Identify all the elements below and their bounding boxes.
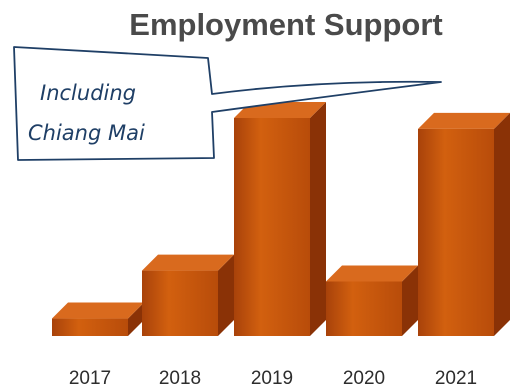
bar-2017: [52, 302, 144, 336]
chart-title: Employment Support: [129, 7, 442, 42]
bar-2020: [326, 265, 418, 336]
bar-front: [234, 118, 310, 336]
callout-bubble: [13, 46, 442, 161]
callout-line-1: Including: [40, 81, 136, 105]
bar-top: [418, 112, 510, 129]
bar-2018: [142, 254, 234, 336]
bar-side: [402, 265, 418, 336]
bar-front: [52, 318, 128, 336]
annotation-callout: Including Chiang Mai: [13, 46, 442, 161]
bar-side: [494, 112, 510, 337]
bar-front: [418, 128, 494, 336]
bar-front: [142, 270, 218, 336]
x-tick-label: 2017: [69, 368, 111, 389]
bar-side: [218, 254, 234, 336]
x-axis-ticks: 2017 2018 2019 2020 2021: [69, 368, 477, 389]
callout-line-2: Chiang Mai: [28, 121, 145, 145]
bar-top: [52, 302, 144, 319]
bar-front: [326, 281, 402, 336]
bar-top: [326, 265, 418, 282]
bar-side: [310, 102, 326, 336]
bar-2021: [418, 112, 510, 337]
bar-2019: [234, 102, 326, 336]
x-tick-label: 2020: [343, 368, 385, 389]
x-tick-label: 2021: [435, 368, 477, 389]
bar-top: [142, 254, 234, 271]
bar-side: [128, 302, 144, 336]
x-tick-label: 2018: [159, 368, 201, 389]
x-tick-label: 2019: [251, 368, 293, 389]
bars-group: [52, 102, 510, 337]
